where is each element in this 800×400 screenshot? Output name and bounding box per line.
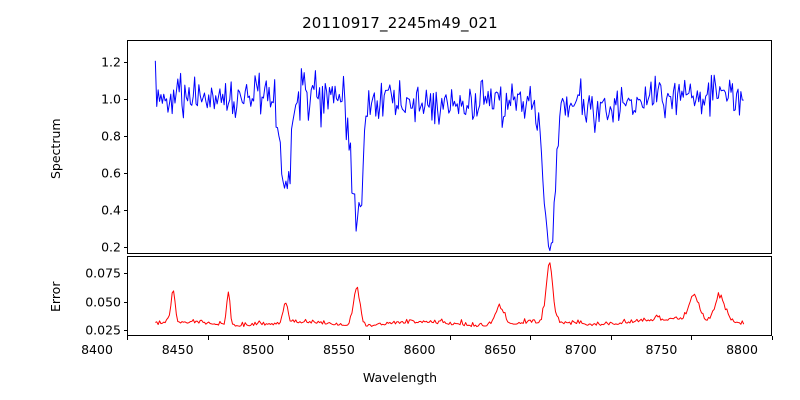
y-axis-label-error: Error [48,281,63,312]
y-tick-mark-error [123,330,127,332]
x-tick-mark [207,336,209,340]
y-tick-mark-spectrum [123,209,127,211]
y-tick-label-spectrum: 0.4 [101,202,121,218]
spectrum-line-plot [128,41,771,253]
x-axis-label: Wavelength [362,370,438,385]
x-tick-label: 8550 [322,342,355,357]
x-tick-mark [691,336,693,340]
x-tick-label: 8750 [645,342,678,357]
x-tick-label: 8800 [726,342,758,357]
x-tick-mark [772,336,774,340]
y-tick-mark-spectrum [123,135,127,138]
y-tick-mark-spectrum [123,246,127,248]
y-tick-mark-spectrum [123,62,127,64]
spectrum-panel [127,40,772,254]
x-tick-label: 8400 [81,342,113,357]
x-tick-mark [449,336,451,340]
x-tick-mark [530,336,532,340]
y-tick-label-spectrum: 0.6 [101,165,121,181]
y-tick-label-error: 0.025 [85,322,121,338]
x-tick-mark [610,336,612,340]
y-tick-label-spectrum: 1.0 [101,91,121,107]
x-tick-label: 8600 [403,342,436,357]
x-tick-label: 8500 [242,342,275,357]
x-tick-label: 8700 [564,342,597,357]
y-tick-label-spectrum: 0.2 [101,239,121,255]
y-tick-mark-error [123,301,127,303]
x-tick-mark [368,336,370,340]
x-tick-mark [127,336,129,340]
x-tick-mark [288,336,290,340]
plot-title: 20110917_2245m49_021 [302,14,498,32]
x-tick-label: 8450 [161,342,194,357]
y-tick-mark-spectrum [123,99,127,101]
error-panel [127,256,772,336]
y-tick-label-error: 0.075 [85,265,121,281]
y-tick-mark-error [123,273,127,275]
y-tick-label-spectrum: 1.2 [101,54,121,70]
y-tick-mark-spectrum [123,172,127,174]
y-tick-label-error: 0.050 [85,294,121,310]
x-tick-label: 8650 [484,342,517,357]
y-tick-label-spectrum: 0.8 [101,128,121,144]
y-axis-label-spectrum: Spectrum [48,118,63,179]
error-line-plot [128,257,771,335]
